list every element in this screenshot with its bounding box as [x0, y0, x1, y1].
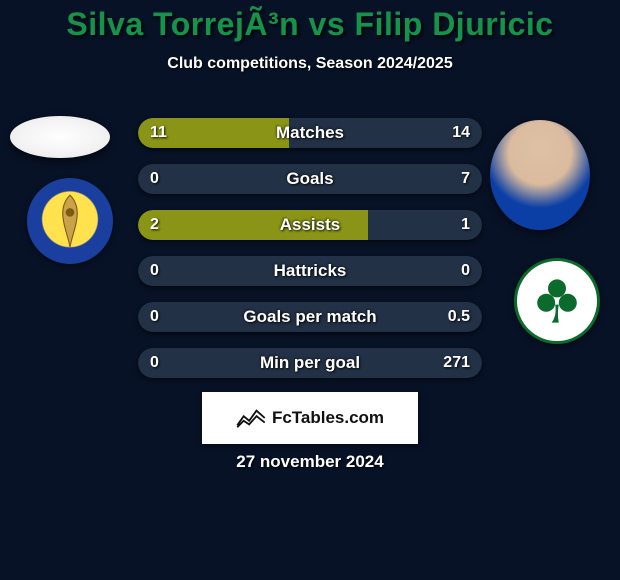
stat-label: Min per goal — [138, 348, 482, 378]
stat-label: Assists — [138, 210, 482, 240]
shamrock-icon — [530, 274, 584, 328]
brand-badge: FcTables.com — [202, 392, 418, 444]
club-right-badge — [514, 258, 600, 344]
panetolikos-icon — [48, 193, 92, 249]
stats-rows: 1114Matches 07Goals 21Assists 00Hattricks 00… — [138, 118, 482, 394]
subtitle: Club competitions, Season 2024/2025 — [0, 55, 620, 73]
brand-label-strong: FcTables.com — [272, 408, 384, 427]
stat-label: Hattricks — [138, 256, 482, 286]
fctables-icon — [236, 407, 266, 429]
stat-row: 0271Min per goal — [138, 348, 482, 378]
stat-row: 1114Matches — [138, 118, 482, 148]
stat-label: Matches — [138, 118, 482, 148]
stat-row: 21Assists — [138, 210, 482, 240]
comparison-card: Silva TorrejÃ³n vs Filip Djuricic Club c… — [0, 0, 620, 580]
stat-row: 00Hattricks — [138, 256, 482, 286]
player-left-avatar — [10, 116, 110, 158]
date-text: 27 november 2024 — [0, 452, 620, 472]
brand-label: FcTables.com — [272, 408, 384, 428]
stat-row: 00.5Goals per match — [138, 302, 482, 332]
stat-row: 07Goals — [138, 164, 482, 194]
club-left-badge — [27, 178, 113, 264]
stat-label: Goals per match — [138, 302, 482, 332]
player-right-avatar — [490, 120, 590, 230]
page-title: Silva TorrejÃ³n vs Filip Djuricic — [0, 6, 620, 43]
stat-label: Goals — [138, 164, 482, 194]
